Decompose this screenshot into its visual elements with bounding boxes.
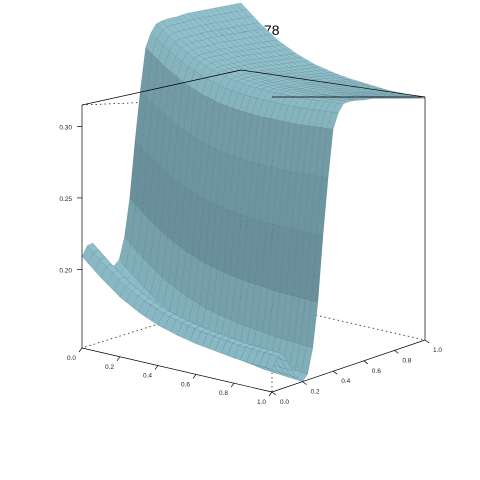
y-axis-tick (302, 381, 307, 385)
y-axis-tick (271, 391, 277, 396)
x-axis-label: 0.8 (219, 390, 228, 397)
z-axis-label: 0.25 (59, 196, 72, 203)
surface-facet (265, 354, 278, 370)
box-edge-top-back-right (240, 69, 426, 98)
y-axis-label: 0.0 (280, 399, 289, 406)
x-axis-tick (116, 356, 121, 362)
x-axis-tick (78, 347, 83, 353)
y-axis-label: 0.4 (341, 378, 350, 385)
y-axis-tick (394, 350, 399, 354)
z-axis-label: 0.20 (59, 267, 72, 274)
x-axis-label: 1.0 (257, 399, 266, 406)
axis-ticks: 0.0 0.2 0.4 0.6 0.8 1.0 0.0 0.2 0.4 0.6 0.8 1.0 0.20… (59, 124, 442, 406)
x-axis-label: 0.6 (181, 381, 190, 388)
y-axis-label: 0.8 (402, 357, 411, 364)
x-axis-label: 0.0 (67, 355, 76, 362)
y-axis-tick (424, 339, 430, 344)
x-axis-tick (230, 382, 235, 388)
z-axis-label: 0.30 (59, 124, 72, 131)
x-axis-tick (154, 365, 159, 370)
box-edge-top-back-left (81, 69, 242, 106)
y-axis-label: 1.0 (433, 347, 442, 354)
box-edge-base-front-left (81, 347, 273, 393)
surface-mesh (81, 2, 426, 382)
x-axis-label: 0.4 (143, 373, 152, 380)
y-axis-label: 0.2 (311, 389, 320, 396)
box-front-edges (81, 69, 426, 393)
x-axis-tick (268, 391, 273, 397)
x-axis-tick (192, 374, 197, 379)
y-axis-label: 0.6 (372, 368, 381, 375)
y-axis-tick (363, 360, 369, 365)
x-axis-label: 0.2 (105, 364, 114, 371)
y-axis-tick (332, 370, 338, 375)
box-edge-base-front-right (271, 339, 426, 393)
